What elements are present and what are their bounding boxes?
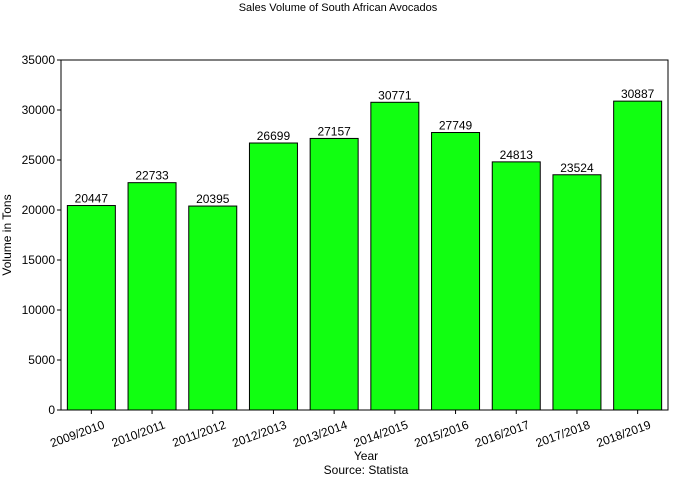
- data-labels-group: 20447 22733 20395 26699 27157 30771 27749 24813…: [75, 87, 655, 206]
- source-note: Source: Statista: [324, 463, 409, 477]
- x-tick-label: 2018/2019: [595, 418, 653, 451]
- x-tick-label: 2011/2012: [171, 418, 229, 450]
- bar-value-label: 22733: [135, 169, 169, 183]
- bar: [127, 182, 177, 411]
- x-tick-label: 2016/2017: [473, 418, 531, 451]
- bar: [66, 205, 116, 411]
- bar-value-label: 27749: [439, 119, 473, 133]
- bar-value-label: 27157: [317, 124, 351, 138]
- x-tick-label: 2014/2015: [352, 418, 410, 451]
- x-tick-label: 2015/2016: [412, 418, 470, 451]
- bar: [491, 161, 541, 411]
- x-tick-label: 2013/2014: [291, 418, 349, 451]
- bars-group: [66, 100, 663, 411]
- y-tick-label: 20000: [22, 203, 56, 217]
- y-axis-label: Volume in Tons: [0, 194, 14, 275]
- bar-value-label: 20447: [75, 192, 109, 206]
- bar: [552, 174, 602, 411]
- y-tick-label: 35000: [22, 53, 56, 67]
- y-tick-label: 25000: [22, 153, 56, 167]
- x-axis-label: Year: [354, 449, 378, 463]
- x-tick-label: 2017/2018: [534, 418, 592, 451]
- bar: [309, 137, 359, 411]
- bar-value-label: 23524: [560, 161, 594, 175]
- x-axis: 2009/2010 2010/2011 2011/2012 2012/2013 2013…: [48, 410, 653, 450]
- bar: [370, 101, 420, 411]
- bar-value-label: 20395: [196, 192, 230, 206]
- x-tick-label: 2012/2013: [230, 418, 288, 451]
- y-tick-label: 0: [48, 403, 55, 417]
- plot-frame: [60, 59, 669, 411]
- y-tick-label: 30000: [22, 103, 56, 117]
- y-axis: 0 5000 10000 15000 20000 25000 30000 35000: [22, 53, 61, 417]
- bar: [431, 132, 481, 411]
- bar: [188, 205, 238, 411]
- bar-value-label: 24813: [500, 148, 534, 162]
- y-tick-label: 5000: [28, 353, 55, 367]
- x-tick-label: 2010/2011: [110, 418, 168, 450]
- bar: [613, 100, 663, 411]
- bar-value-label: 30771: [378, 88, 412, 102]
- x-tick-label: 2009/2010: [48, 418, 106, 451]
- bar: [248, 142, 298, 411]
- y-tick-label: 15000: [22, 253, 56, 267]
- chart-title: Sales Volume of South African Avocados: [239, 2, 438, 14]
- bar-value-label: 30887: [621, 87, 655, 101]
- bar-value-label: 26699: [257, 129, 291, 143]
- y-tick-label: 10000: [22, 303, 56, 317]
